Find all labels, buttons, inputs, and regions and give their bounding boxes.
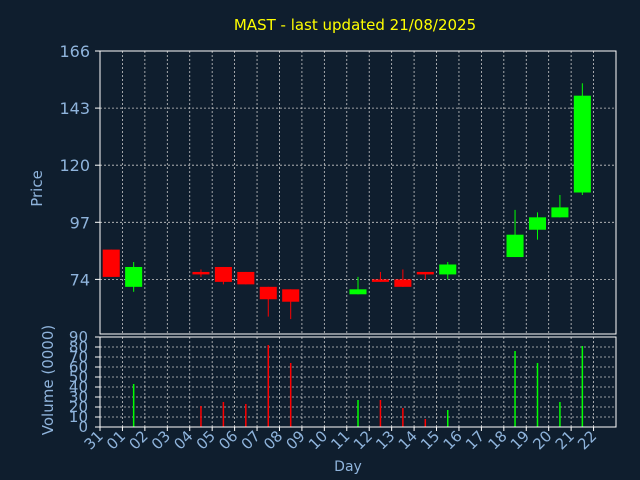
candle-body	[125, 266, 143, 287]
candle-body	[573, 95, 591, 193]
volume-bar	[267, 345, 270, 427]
day-axis-label: Day	[334, 459, 362, 475]
candle-body	[416, 271, 434, 275]
volume-tick-label: 10	[69, 408, 88, 426]
volume-tick-label: 20	[69, 398, 88, 416]
candle-body	[237, 271, 255, 285]
candle-body	[282, 289, 300, 302]
candle-body	[214, 266, 232, 282]
candle-body	[439, 264, 457, 275]
volume-bar	[379, 400, 382, 427]
price-axis-label: Price	[28, 170, 46, 207]
candle-body	[371, 279, 389, 282]
day-tick-label: 22	[574, 427, 600, 453]
volume-axis-label: Volume (0000)	[39, 325, 57, 435]
candle-body	[192, 271, 210, 275]
price-frame	[99, 50, 617, 335]
volume-bar	[200, 406, 202, 427]
volume-tick-label: 30	[69, 388, 88, 406]
price-tick-label: 166	[59, 42, 90, 61]
chart-title: MAST - last updated 21/08/2025	[234, 16, 476, 34]
volume-bar	[424, 419, 427, 427]
volume-bar	[514, 351, 516, 427]
volume-tick-label: 70	[69, 348, 88, 366]
volume-bar	[245, 404, 247, 427]
volume-tick-label: 40	[69, 378, 88, 396]
candle-body	[259, 286, 277, 300]
price-tick-label: 74	[70, 270, 90, 289]
price-tick-label: 143	[59, 99, 90, 118]
volume-tick-label: 80	[69, 338, 88, 356]
volume-bar	[446, 410, 449, 427]
price-tick-label: 120	[59, 156, 90, 175]
candle-body	[102, 249, 120, 277]
candle-body	[394, 279, 412, 287]
volume-bar	[402, 408, 404, 427]
volume-bar	[536, 363, 539, 427]
volume-bar	[289, 363, 292, 427]
candle-body	[349, 289, 367, 295]
volume-tick-label: 50	[69, 368, 88, 386]
volume-tick-label: 0	[78, 418, 88, 436]
candle-body	[551, 207, 569, 218]
volume-frame	[99, 336, 617, 428]
volume-bar	[132, 384, 135, 427]
price-tick-label: 97	[70, 213, 90, 232]
candle-body	[528, 217, 547, 230]
price-panel: 74 97 120 143 166	[59, 42, 617, 335]
volume-tick-label: 90	[69, 328, 88, 346]
volume-bar	[581, 346, 584, 427]
volume-tick-label: 60	[69, 358, 88, 376]
day-tick-labels: 3101020304050607080910111213141516171819…	[81, 427, 600, 453]
volume-bar	[222, 402, 225, 427]
candle-body	[506, 234, 524, 258]
volume-bar	[357, 400, 359, 427]
volume-bar	[559, 402, 561, 427]
